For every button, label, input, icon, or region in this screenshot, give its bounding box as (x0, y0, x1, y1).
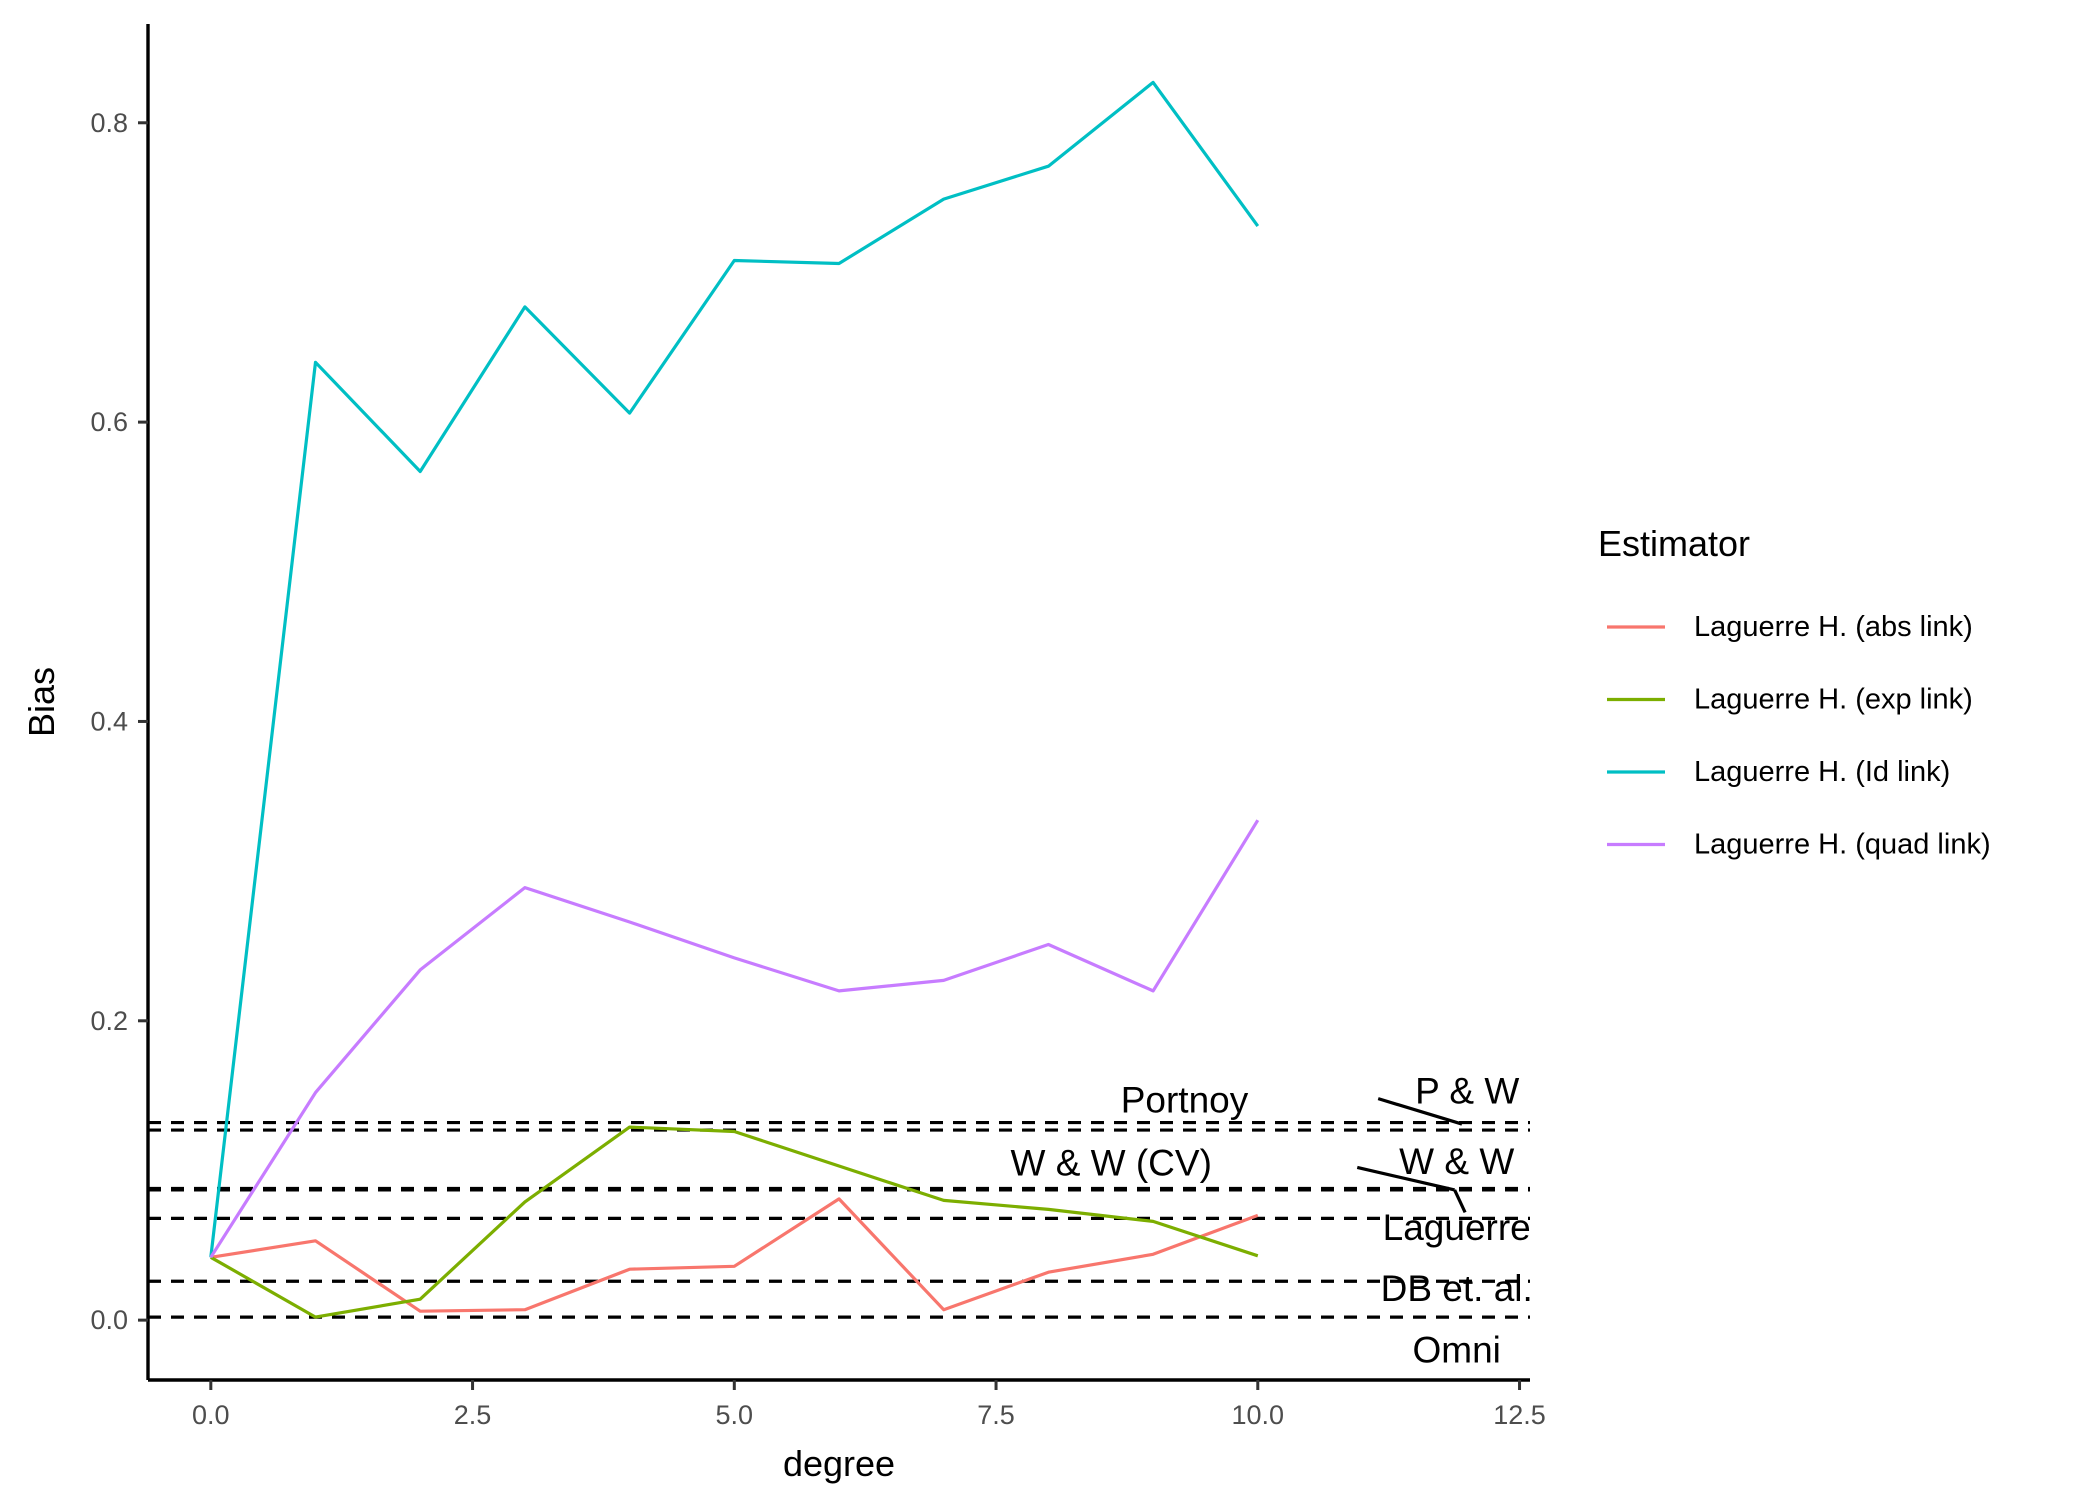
leader-ww-cv (1356, 1165, 1455, 1192)
series-line-laguerre-h-id-link (209, 80, 1260, 1258)
x-tick-label: 7.5 (977, 1400, 1015, 1430)
leader-ww (1453, 1189, 1467, 1214)
series-line-laguerre-h-quad-link (209, 819, 1260, 1259)
annotation-laguerre: Laguerre (1383, 1207, 1531, 1248)
x-tick-label: 5.0 (716, 1400, 754, 1430)
legend: Estimator Laguerre H. (abs link) Laguerre… (1598, 523, 1991, 861)
x-tick-label: 10.0 (1232, 1400, 1285, 1430)
leader-portnoy (1377, 1097, 1463, 1126)
x-tick-label: 2.5 (454, 1400, 492, 1430)
annotation-w-w-cv: W & W (CV) (1011, 1142, 1212, 1183)
legend-label: Laguerre H. (abs link) (1694, 611, 1973, 643)
series-lines (209, 80, 1260, 1319)
annotation-db-et-al: DB et. al. (1381, 1268, 1533, 1309)
legend-title: Estimator (1598, 523, 1750, 564)
y-tick-label: 0.6 (90, 407, 128, 437)
legend-label: Laguerre H. (quad link) (1694, 829, 1991, 861)
reference-annotations: P & W Portnoy W & W (CV) W & W Laguerre DB et… (1011, 1071, 1533, 1371)
y-tick-label: 0.2 (90, 1006, 128, 1036)
annotation-omni: Omni (1413, 1330, 1501, 1371)
x-axis-title: degree (783, 1443, 895, 1484)
legend-label: Laguerre H. (exp link) (1694, 684, 1973, 716)
x-tick-label: 0.0 (192, 1400, 230, 1430)
series-line-laguerre-h-exp-link (210, 1125, 1259, 1319)
y-axis-title: Bias (21, 667, 62, 737)
annotation-portnoy: Portnoy (1121, 1080, 1249, 1121)
y-tick-label: 0.0 (90, 1305, 128, 1335)
annotation-w-w: W & W (1399, 1141, 1514, 1182)
legend-label: Laguerre H. (Id link) (1694, 756, 1950, 788)
series-line-laguerre-h-abs-link (210, 1197, 1259, 1313)
y-tick-label: 0.8 (90, 108, 128, 138)
axes: 0.0 2.5 5.0 7.5 10.0 12.5 0.0 0.2 0.4 0.6 0.8 (90, 24, 1546, 1430)
x-tick-label: 12.5 (1493, 1400, 1546, 1430)
y-tick-label: 0.4 (90, 706, 128, 736)
annotation-p-w: P & W (1415, 1071, 1519, 1112)
